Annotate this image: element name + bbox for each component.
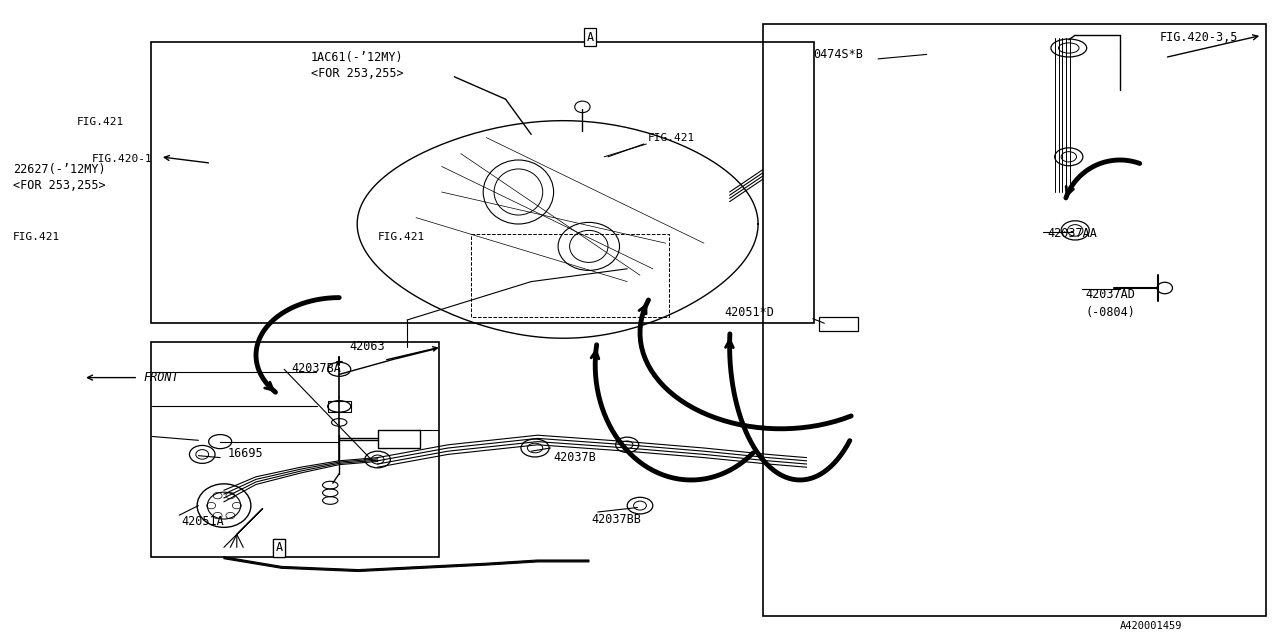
Text: 42037AA: 42037AA — [1047, 227, 1097, 240]
Text: 42037BA: 42037BA — [292, 362, 342, 374]
Text: A: A — [586, 31, 594, 44]
Bar — [151, 342, 439, 557]
Text: 42051*D: 42051*D — [724, 306, 774, 319]
Text: 42037BB: 42037BB — [591, 513, 641, 526]
Text: <FOR 253,255>: <FOR 253,255> — [311, 67, 403, 80]
Text: A: A — [275, 541, 283, 554]
Bar — [763, 24, 1266, 616]
Text: 1AC61(-’12MY): 1AC61(-’12MY) — [311, 51, 403, 64]
Text: FIG.421: FIG.421 — [77, 116, 124, 127]
Text: 42063: 42063 — [349, 340, 385, 353]
Bar — [151, 42, 814, 323]
Text: 22627(-’12MY): 22627(-’12MY) — [13, 163, 105, 176]
Text: FIG.421: FIG.421 — [648, 132, 695, 143]
Text: 42037AD: 42037AD — [1085, 288, 1135, 301]
Text: FRONT: FRONT — [143, 371, 179, 384]
Text: 42051A: 42051A — [182, 515, 224, 528]
Text: 42037B: 42037B — [553, 451, 595, 464]
Text: <FOR 253,255>: <FOR 253,255> — [13, 179, 105, 192]
Bar — [328, 401, 351, 412]
Text: FIG.421: FIG.421 — [13, 232, 60, 242]
Text: FIG.421: FIG.421 — [378, 232, 425, 242]
Text: A420001459: A420001459 — [1120, 621, 1183, 631]
Text: 0474S*B: 0474S*B — [813, 48, 863, 61]
Text: FIG.420-1: FIG.420-1 — [92, 154, 152, 164]
Text: 16695: 16695 — [228, 447, 264, 460]
Text: FIG.420-3,5: FIG.420-3,5 — [1160, 31, 1238, 44]
Text: (-0804): (-0804) — [1085, 306, 1135, 319]
Bar — [819, 317, 858, 331]
Bar — [471, 234, 669, 317]
Text: A: A — [275, 541, 283, 554]
